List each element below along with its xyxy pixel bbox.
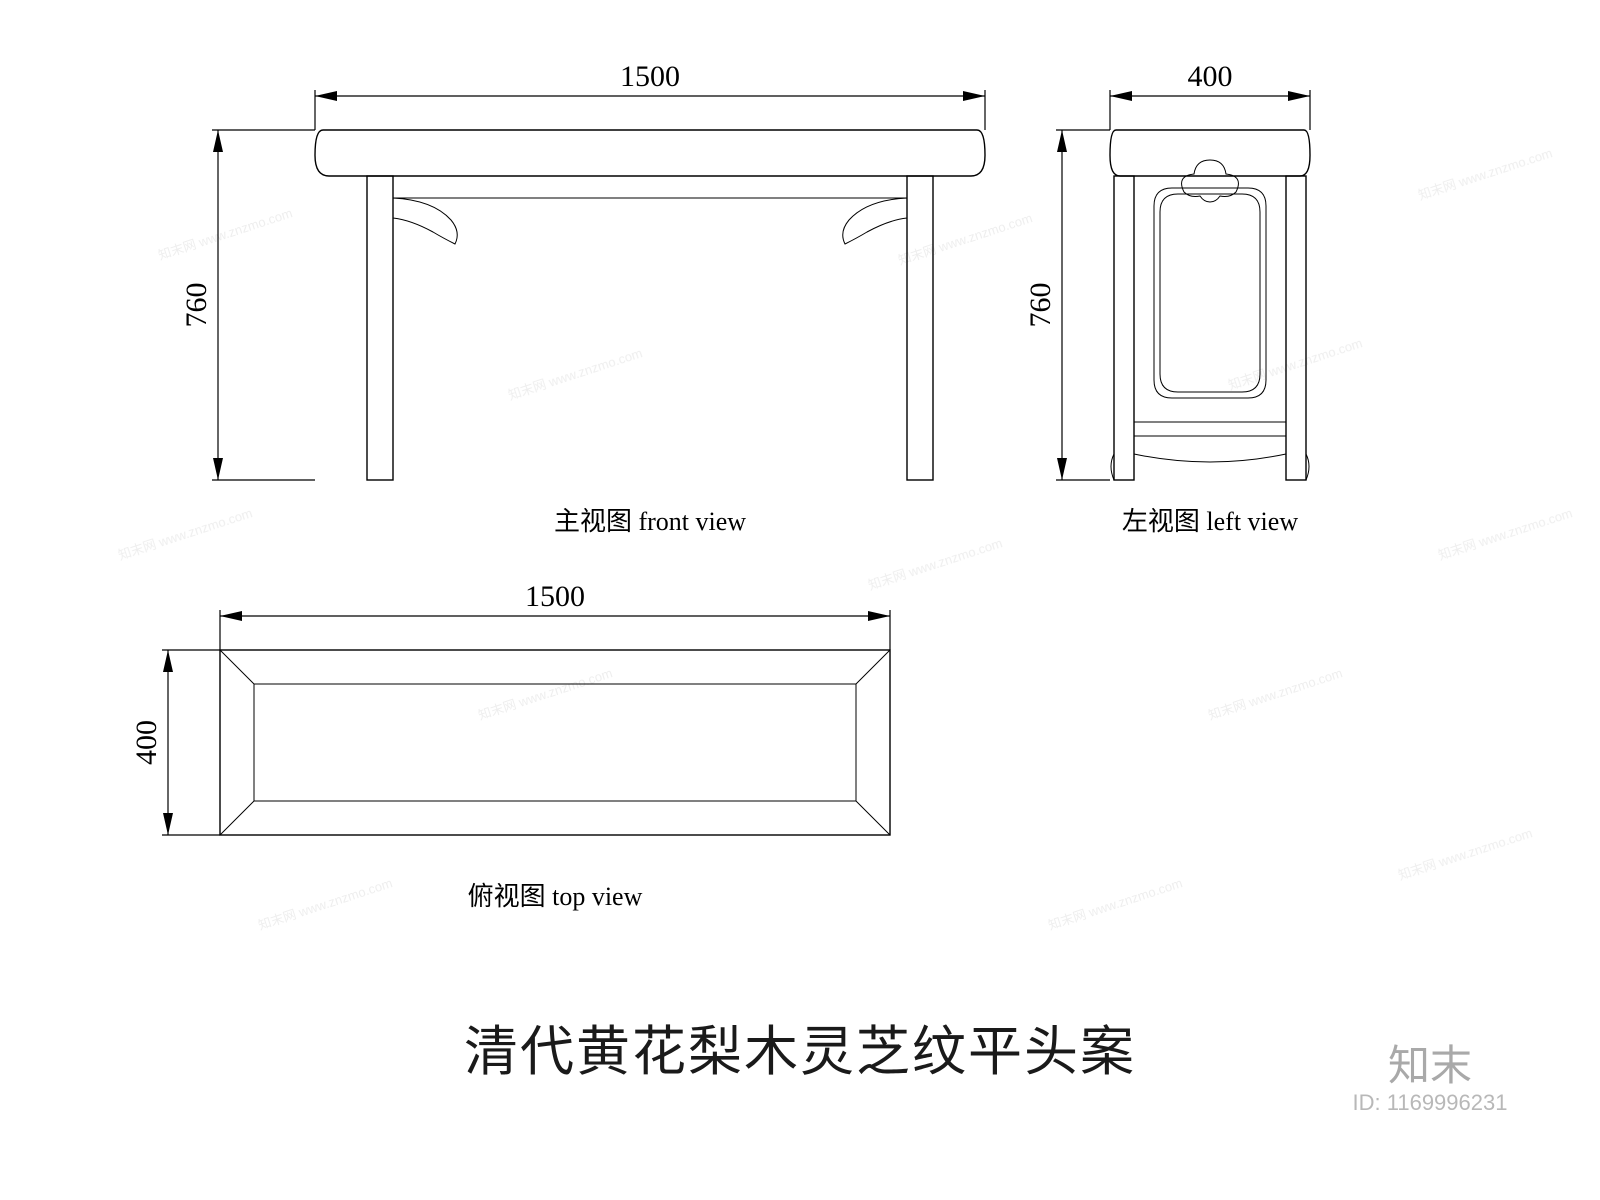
watermark-repeat: 知末网 www.znzmo.com	[896, 210, 1034, 268]
top-view	[220, 650, 890, 835]
watermark-repeat: 知末网 www.znzmo.com	[476, 665, 614, 723]
dim-arrow	[1057, 458, 1067, 480]
dim-arrow	[1057, 130, 1067, 152]
watermark-repeat: 知末网 www.znzmo.com	[866, 535, 1004, 593]
lingzhi-ornament	[1182, 160, 1239, 202]
dim-left-height: 760	[1024, 130, 1110, 480]
dim-arrow	[213, 458, 223, 480]
caption-top-view: 俯视图 top view	[468, 882, 643, 911]
dim-arrow	[963, 91, 985, 101]
watermark-repeat: 知末网 www.znzmo.com	[156, 205, 294, 263]
dim-arrow	[1288, 91, 1310, 101]
watermark-repeat: 知末网 www.znzmo.com	[506, 345, 644, 403]
watermark-repeat: 知末网 www.znzmo.com	[1206, 665, 1344, 723]
left-view	[1110, 130, 1310, 480]
watermark-repeat: 知末网 www.znzmo.com	[1046, 875, 1184, 933]
dim-front-height: 760	[180, 130, 315, 480]
dim-top-depth: 400	[130, 650, 220, 835]
dim-arrow	[315, 91, 337, 101]
watermark-id: ID: 1169996231	[1353, 1090, 1508, 1115]
watermark-repeat: 知末网 www.znzmo.com	[1226, 335, 1364, 393]
front-leg	[907, 176, 933, 480]
watermark-repeat: 知末网 www.znzmo.com	[1416, 145, 1554, 203]
dim-label: 1500	[525, 580, 585, 613]
dim-label: 1500	[620, 60, 680, 93]
front-view	[315, 130, 985, 480]
watermark-main: 知末	[1388, 1044, 1472, 1090]
dim-arrow	[163, 650, 173, 672]
watermark-repeat: 知末网 www.znzmo.com	[1436, 505, 1574, 563]
watermark-repeat: 知末网 www.znzmo.com	[256, 875, 394, 933]
watermark-pattern: 知末网 www.znzmo.com 知末网 www.znzmo.com 知末网 ww…	[116, 145, 1574, 933]
caption-left-view: 左视图 left view	[1122, 507, 1298, 536]
front-leg	[367, 176, 393, 480]
dim-front-width: 1500	[315, 60, 985, 130]
watermark-repeat: 知末网 www.znzmo.com	[1396, 825, 1534, 883]
dim-top-width: 1500	[220, 580, 890, 650]
dim-arrow	[163, 813, 173, 835]
dim-label: 400	[130, 720, 163, 765]
dim-label: 760	[1024, 283, 1057, 328]
dim-left-width: 400	[1110, 60, 1310, 130]
dim-label: 760	[180, 283, 213, 328]
dim-label: 400	[1188, 60, 1233, 93]
engineering-drawing: 知末网 www.znzmo.com 知末网 www.znzmo.com 知末网 ww…	[0, 0, 1600, 1200]
dim-arrow	[220, 611, 242, 621]
caption-front-view: 主视图 front view	[554, 507, 746, 536]
dim-arrow	[1110, 91, 1132, 101]
dim-arrow	[868, 611, 890, 621]
watermark-repeat: 知末网 www.znzmo.com	[116, 505, 254, 563]
drawing-title: 清代黄花梨木灵芝纹平头案	[464, 1022, 1136, 1082]
dim-arrow	[213, 130, 223, 152]
